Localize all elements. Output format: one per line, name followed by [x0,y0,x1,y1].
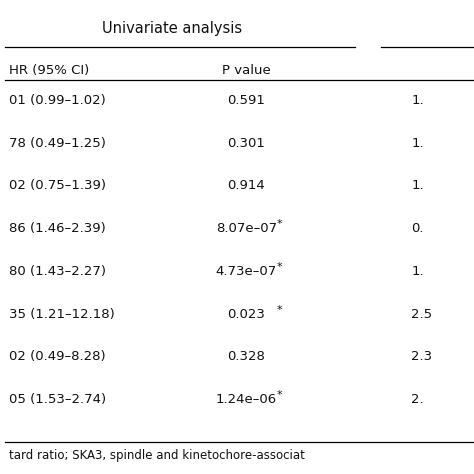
Text: *: * [276,219,282,229]
Text: 4.73e–07: 4.73e–07 [216,265,277,278]
Text: *: * [276,305,282,315]
Text: 86 (1.46–2.39): 86 (1.46–2.39) [9,222,106,235]
Text: 0.023: 0.023 [228,308,265,320]
Text: 1.: 1. [411,179,424,192]
Text: 8.07e–07: 8.07e–07 [216,222,277,235]
Text: 01 (0.99–1.02): 01 (0.99–1.02) [9,94,106,107]
Text: *: * [276,262,282,272]
Text: 02 (0.75–1.39): 02 (0.75–1.39) [9,179,106,192]
Text: 1.24e–06: 1.24e–06 [216,393,277,406]
Text: 35 (1.21–12.18): 35 (1.21–12.18) [9,308,115,320]
Text: Univariate analysis: Univariate analysis [102,21,242,36]
Text: 0.591: 0.591 [228,94,265,107]
Text: 78 (0.49–1.25): 78 (0.49–1.25) [9,137,106,150]
Text: P value: P value [222,64,271,77]
Text: 1.: 1. [411,265,424,278]
Text: *: * [276,390,282,401]
Text: 0.914: 0.914 [228,179,265,192]
Text: 2.5: 2.5 [411,308,432,320]
Text: HR (95% CI): HR (95% CI) [9,64,90,77]
Text: 2.: 2. [411,393,424,406]
Text: 1.: 1. [411,137,424,150]
Text: 1.: 1. [411,94,424,107]
Text: 0.: 0. [411,222,424,235]
Text: 0.328: 0.328 [228,350,265,364]
Text: 80 (1.43–2.27): 80 (1.43–2.27) [9,265,106,278]
Text: 02 (0.49–8.28): 02 (0.49–8.28) [9,350,106,364]
Text: 2.3: 2.3 [411,350,432,364]
Text: 05 (1.53–2.74): 05 (1.53–2.74) [9,393,107,406]
Text: tard ratio; SKA3, spindle and kinetochore-associat: tard ratio; SKA3, spindle and kinetochor… [9,449,305,462]
Text: 0.301: 0.301 [228,137,265,150]
